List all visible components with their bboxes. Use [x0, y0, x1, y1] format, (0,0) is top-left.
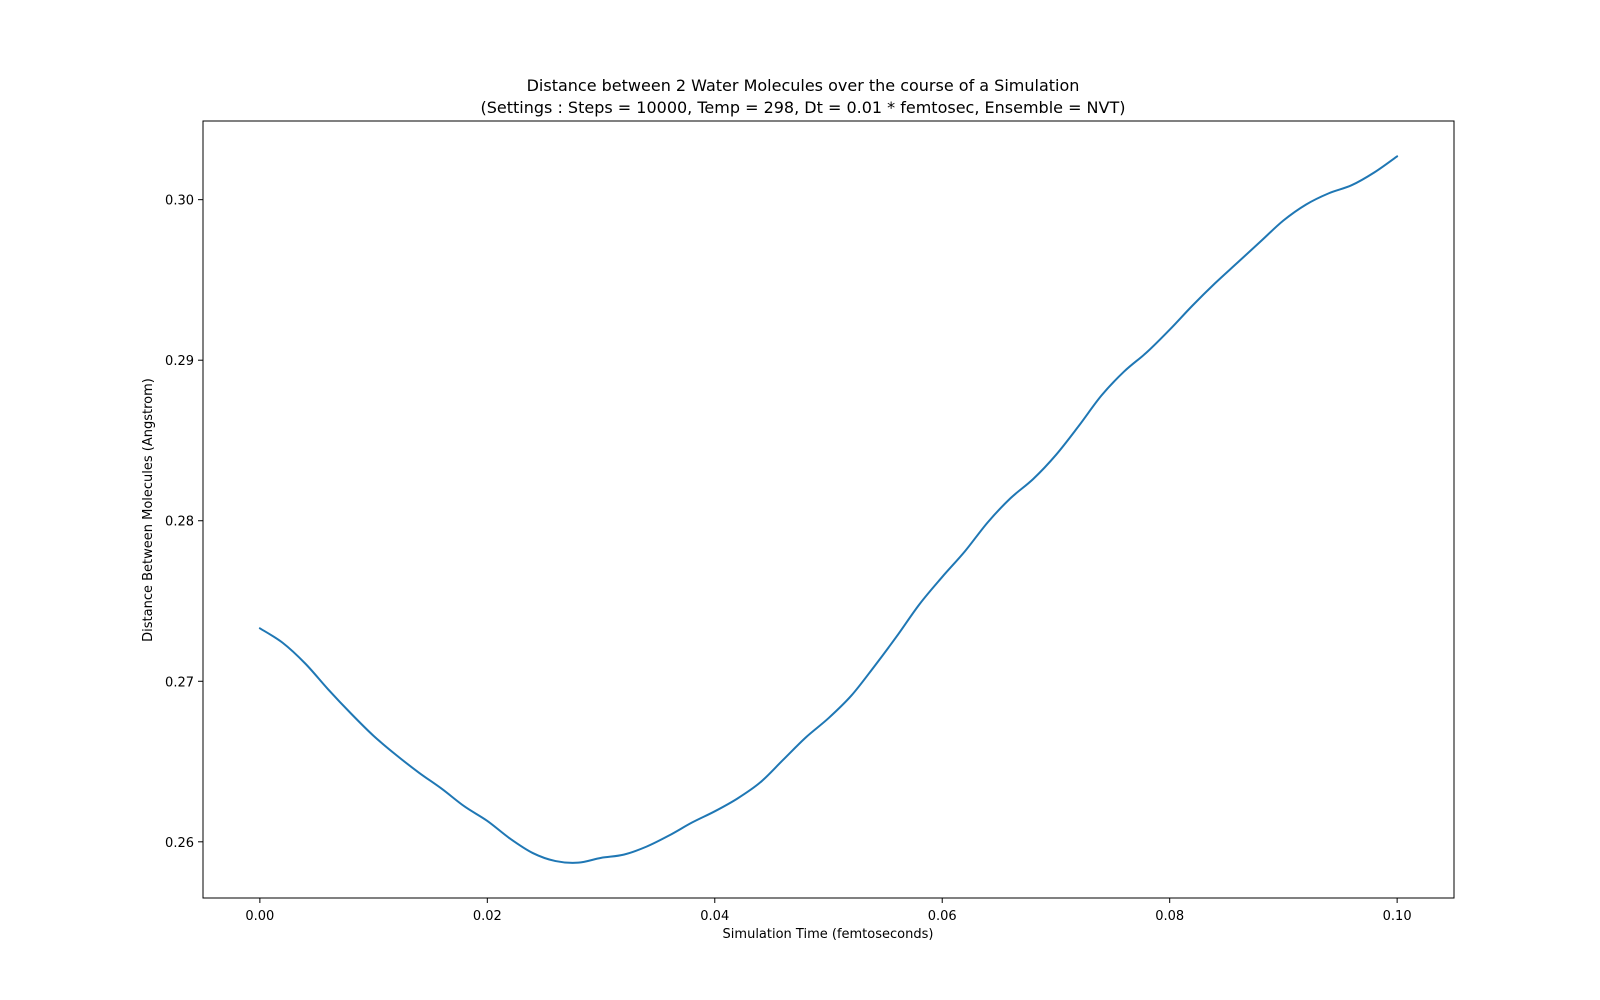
- y-tick-label: 0.28: [165, 515, 194, 530]
- x-tick-label: 0.00: [245, 909, 274, 924]
- y-tick-label: 0.27: [165, 675, 194, 690]
- y-tick-label: 0.29: [165, 354, 194, 369]
- y-tick-label: 0.26: [165, 836, 194, 851]
- y-axis-ticks: 0.26 0.27 0.28 0.29 0.30: [165, 194, 203, 851]
- y-axis-label: Distance Between Molecules (Angstrom): [141, 378, 156, 642]
- chart-title-line-2: (Settings : Steps = 10000, Temp = 298, D…: [481, 98, 1126, 117]
- x-axis-ticks: 0.00 0.02 0.04 0.06 0.08 0.10: [245, 898, 1412, 924]
- x-tick-label: 0.06: [928, 909, 957, 924]
- plot-area-frame: [202, 120, 1455, 899]
- x-tick-label: 0.02: [473, 909, 502, 924]
- chart-title-line-1: Distance between 2 Water Molecules over …: [527, 76, 1080, 95]
- series-line: [258, 155, 1399, 864]
- x-tick-label: 0.04: [700, 909, 729, 924]
- x-axis-label: Simulation Time (femtoseconds): [723, 927, 934, 942]
- y-tick-label: 0.30: [165, 194, 194, 209]
- x-tick-label: 0.08: [1155, 909, 1184, 924]
- x-tick-label: 0.10: [1383, 909, 1412, 924]
